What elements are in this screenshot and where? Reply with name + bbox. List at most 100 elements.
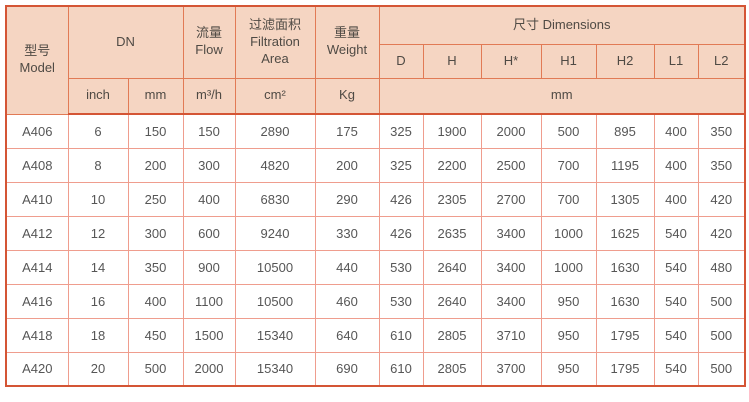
table-row: A412 12 300 600 9240 330 426 2635 3400 1… [5, 215, 746, 251]
header-dim-hstar: H* [480, 43, 542, 79]
model-cell: A406 [5, 113, 69, 149]
value-cell: 250 [127, 181, 184, 217]
header-model-zh-label: 型号 [24, 43, 51, 59]
value-cell: 20 [67, 351, 129, 387]
value-cell: 15340 [234, 351, 316, 387]
header-dim-h1: H1 [540, 43, 597, 79]
header-weight: 重量 Weight [314, 5, 380, 79]
value-cell: 950 [540, 283, 597, 319]
value-cell: 950 [540, 351, 597, 387]
value-cell: 426 [378, 215, 424, 251]
value-cell: 290 [314, 181, 380, 217]
unit-flow: m³/h [182, 77, 236, 115]
value-cell: 460 [314, 283, 380, 319]
value-cell: 440 [314, 249, 380, 285]
value-cell: 200 [314, 147, 380, 183]
model-cell: A420 [5, 351, 69, 387]
header-dim-h2: H2 [595, 43, 655, 79]
unit-inch: inch [67, 77, 129, 115]
header-filtration-zh-label: 过滤面积 [248, 16, 301, 32]
value-cell: 500 [697, 317, 746, 353]
header-weight-zh-label: 重量 [333, 25, 360, 41]
model-cell: A412 [5, 215, 69, 251]
value-cell: 540 [653, 215, 699, 251]
header-dimensions: 尺寸 Dimensions [378, 5, 746, 45]
table-row: A420 20 500 2000 15340 690 610 2805 3700… [5, 351, 746, 387]
header-flow-zh-label: 流量 [195, 25, 222, 41]
value-cell: 175 [314, 113, 380, 149]
value-cell: 500 [697, 351, 746, 387]
value-cell: 400 [653, 147, 699, 183]
value-cell: 480 [697, 249, 746, 285]
value-cell: 325 [378, 147, 424, 183]
model-cell: A408 [5, 147, 69, 183]
value-cell: 10 [67, 181, 129, 217]
value-cell: 3700 [480, 351, 542, 387]
value-cell: 350 [697, 147, 746, 183]
value-cell: 10500 [234, 249, 316, 285]
value-cell: 540 [653, 351, 699, 387]
value-cell: 540 [653, 317, 699, 353]
value-cell: 530 [378, 283, 424, 319]
value-cell: 610 [378, 317, 424, 353]
table-row: A408 8 200 300 4820 200 325 2200 2500 70… [5, 147, 746, 183]
value-cell: 420 [697, 181, 746, 217]
value-cell: 610 [378, 351, 424, 387]
value-cell: 2640 [422, 283, 482, 319]
value-cell: 640 [314, 317, 380, 353]
value-cell: 16 [67, 283, 129, 319]
value-cell: 895 [595, 113, 655, 149]
value-cell: 2000 [480, 113, 542, 149]
value-cell: 450 [127, 317, 184, 353]
model-cell: A416 [5, 283, 69, 319]
value-cell: 500 [540, 113, 597, 149]
value-cell: 400 [653, 113, 699, 149]
value-cell: 3400 [480, 283, 542, 319]
header-filtration-area: 过滤面积 Filtration Area [234, 5, 316, 79]
value-cell: 1000 [540, 215, 597, 251]
table-row: A416 16 400 1100 10500 460 530 2640 3400… [5, 283, 746, 319]
table-header: 型号 Model DN 流量 Flow 过滤面积 Filtration Area… [5, 5, 746, 115]
value-cell: 540 [653, 283, 699, 319]
value-cell: 300 [127, 215, 184, 251]
value-cell: 350 [697, 113, 746, 149]
value-cell: 1630 [595, 283, 655, 319]
value-cell: 18 [67, 317, 129, 353]
value-cell: 150 [182, 113, 236, 149]
value-cell: 530 [378, 249, 424, 285]
header-flow: 流量 Flow [182, 5, 236, 79]
value-cell: 700 [540, 147, 597, 183]
value-cell: 4820 [234, 147, 316, 183]
header-filtration-en-label: Filtration Area [250, 33, 300, 66]
value-cell: 200 [127, 147, 184, 183]
value-cell: 900 [182, 249, 236, 285]
header-dim-l1: L1 [653, 43, 699, 79]
value-cell: 1630 [595, 249, 655, 285]
value-cell: 3400 [480, 215, 542, 251]
value-cell: 540 [653, 249, 699, 285]
value-cell: 14 [67, 249, 129, 285]
value-cell: 600 [182, 215, 236, 251]
value-cell: 2700 [480, 181, 542, 217]
value-cell: 2200 [422, 147, 482, 183]
value-cell: 400 [653, 181, 699, 217]
header-dim-d: D [378, 43, 424, 79]
table-row: A418 18 450 1500 15340 640 610 2805 3710… [5, 317, 746, 353]
unit-weight: Kg [314, 77, 380, 115]
value-cell: 400 [182, 181, 236, 217]
value-cell: 9240 [234, 215, 316, 251]
value-cell: 8 [67, 147, 129, 183]
table-row: A406 6 150 150 2890 175 325 1900 2000 50… [5, 113, 746, 149]
value-cell: 2000 [182, 351, 236, 387]
model-cell: A414 [5, 249, 69, 285]
value-cell: 150 [127, 113, 184, 149]
value-cell: 15340 [234, 317, 316, 353]
value-cell: 500 [697, 283, 746, 319]
value-cell: 1795 [595, 317, 655, 353]
table-row: A410 10 250 400 6830 290 426 2305 2700 7… [5, 181, 746, 217]
model-cell: A418 [5, 317, 69, 353]
value-cell: 300 [182, 147, 236, 183]
header-dim-l2: L2 [697, 43, 746, 79]
header-weight-en-label: Weight [326, 42, 368, 58]
